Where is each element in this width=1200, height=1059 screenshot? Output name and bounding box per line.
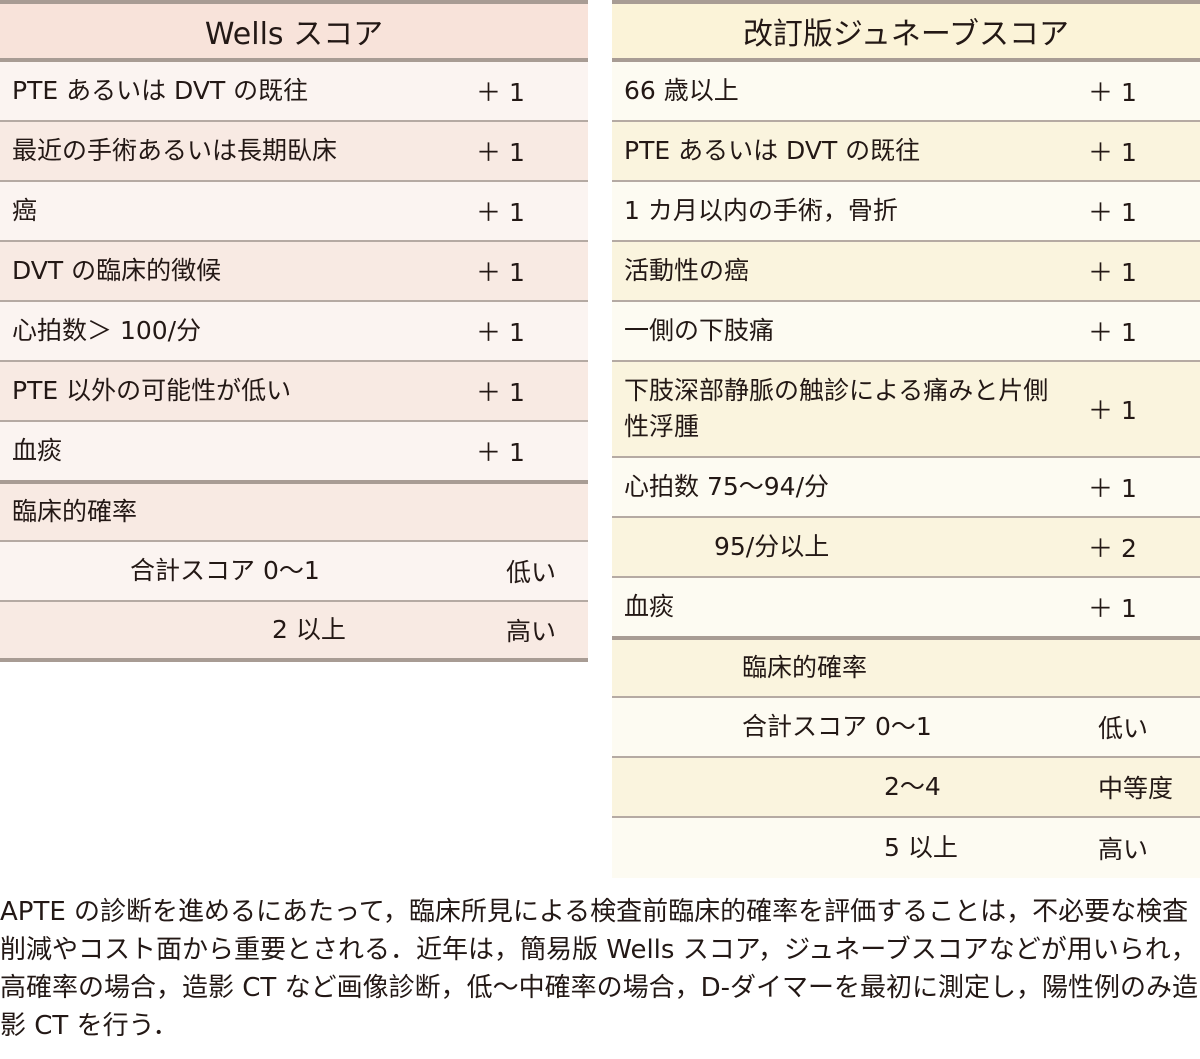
table-row: 95/分以上 ＋ 2 xyxy=(612,518,1200,578)
prob-value: 低い xyxy=(1098,714,1149,743)
table-row: 癌 ＋ 1 xyxy=(0,182,588,242)
prob-label: 合計スコア 0～1 xyxy=(742,712,932,741)
item-label: 心拍数 75～94/分 xyxy=(624,472,829,501)
item-score: ＋ 1 xyxy=(476,138,525,167)
wells-score-table: Wells スコア PTE あるいは DVT の既往 ＋ 1 最近の手術あるいは長… xyxy=(0,0,588,662)
prob-label: 2～4 xyxy=(884,772,941,801)
item-score: ＋ 2 xyxy=(1088,534,1137,563)
item-label: 癌 xyxy=(12,196,38,225)
item-score: ＋ 1 xyxy=(476,438,525,467)
prob-label: 2 以上 xyxy=(272,615,346,644)
probability-title: 臨床的確率 xyxy=(742,653,868,682)
item-score: ＋ 1 xyxy=(1088,138,1137,167)
item-label: PTE あるいは DVT の既往 xyxy=(12,76,309,105)
prob-value: 低い xyxy=(506,558,557,587)
table-row: 活動性の癌 ＋ 1 xyxy=(612,242,1200,302)
item-score: ＋ 1 xyxy=(476,258,525,287)
item-score: ＋ 1 xyxy=(476,318,525,347)
item-label: 66 歳以上 xyxy=(624,76,739,105)
item-score: ＋ 1 xyxy=(476,198,525,227)
item-score: ＋ 1 xyxy=(1088,396,1137,425)
item-score: ＋ 1 xyxy=(1088,318,1137,347)
table-row: PTE 以外の可能性が低い ＋ 1 xyxy=(0,362,588,422)
prob-value: 中等度 xyxy=(1098,774,1174,803)
table-header: 改訂版ジュネーブスコア xyxy=(612,0,1200,62)
table-header: Wells スコア xyxy=(0,0,588,62)
item-label: PTE あるいは DVT の既往 xyxy=(624,136,921,165)
table-row: 最近の手術あるいは長期臥床 ＋ 1 xyxy=(0,122,588,182)
item-score: ＋ 1 xyxy=(476,78,525,107)
item-label: 95/分以上 xyxy=(714,532,830,561)
item-label: PTE 以外の可能性が低い xyxy=(12,376,292,405)
table-row: PTE あるいは DVT の既往 ＋ 1 xyxy=(0,62,588,122)
geneva-score-table: 改訂版ジュネーブスコア 66 歳以上 ＋ 1 PTE あるいは DVT の既往 ＋ … xyxy=(612,0,1200,878)
probability-header: 臨床的確率 xyxy=(612,636,1200,698)
item-label: 1 カ月以内の手術，骨折 xyxy=(624,196,898,225)
probability-header: 臨床的確率 xyxy=(0,480,588,542)
item-score: ＋ 1 xyxy=(1088,474,1137,503)
table-row: 一側の下肢痛 ＋ 1 xyxy=(612,302,1200,362)
item-label: 血痰 xyxy=(12,436,63,465)
item-label: 活動性の癌 xyxy=(624,256,750,285)
table-row: 合計スコア 0～1 低い xyxy=(0,542,588,602)
item-label: 一側の下肢痛 xyxy=(624,316,775,345)
table-title: 改訂版ジュネーブスコア xyxy=(742,17,1070,52)
item-label: 最近の手術あるいは長期臥床 xyxy=(12,136,338,165)
table-row: PTE あるいは DVT の既往 ＋ 1 xyxy=(612,122,1200,182)
table-row: 2～4 中等度 xyxy=(612,758,1200,818)
prob-value: 高い xyxy=(1098,835,1149,864)
table-row: 2 以上 高い xyxy=(0,602,588,662)
table-row: 心拍数＞ 100/分 ＋ 1 xyxy=(0,302,588,362)
table-row: 下肢深部静脈の触診による痛みと片側性浮腫 ＋ 1 xyxy=(612,362,1200,458)
explanatory-note: APTE の診断を進めるにあたって，臨床所見による検査前臨床的確率を評価すること… xyxy=(0,897,1198,1041)
table-row: 血痰 ＋ 1 xyxy=(0,422,588,480)
item-score: ＋ 1 xyxy=(1088,198,1137,227)
table-row: 心拍数 75～94/分 ＋ 1 xyxy=(612,458,1200,518)
probability-title: 臨床的確率 xyxy=(12,497,138,526)
prob-value: 高い xyxy=(506,617,557,646)
table-row: 血痰 ＋ 1 xyxy=(612,578,1200,636)
prob-label: 5 以上 xyxy=(884,833,958,862)
item-score: ＋ 1 xyxy=(1088,258,1137,287)
item-label: 下肢深部静脈の触診による痛みと片側性浮腫 xyxy=(624,376,1049,441)
table-row: 66 歳以上 ＋ 1 xyxy=(612,62,1200,122)
table-row: 5 以上 高い xyxy=(612,818,1200,878)
item-label: DVT の臨床的徴候 xyxy=(12,256,222,285)
table-row: DVT の臨床的徴候 ＋ 1 xyxy=(0,242,588,302)
item-label: 血痰 xyxy=(624,592,675,621)
item-score: ＋ 1 xyxy=(476,378,525,407)
item-score: ＋ 1 xyxy=(1088,78,1137,107)
table-row: 合計スコア 0～1 低い xyxy=(612,698,1200,758)
prob-label: 合計スコア 0～1 xyxy=(130,556,320,585)
table-row: 1 カ月以内の手術，骨折 ＋ 1 xyxy=(612,182,1200,242)
table-title: Wells スコア xyxy=(204,17,384,52)
item-label: 心拍数＞ 100/分 xyxy=(12,316,202,345)
item-score: ＋ 1 xyxy=(1088,594,1137,623)
